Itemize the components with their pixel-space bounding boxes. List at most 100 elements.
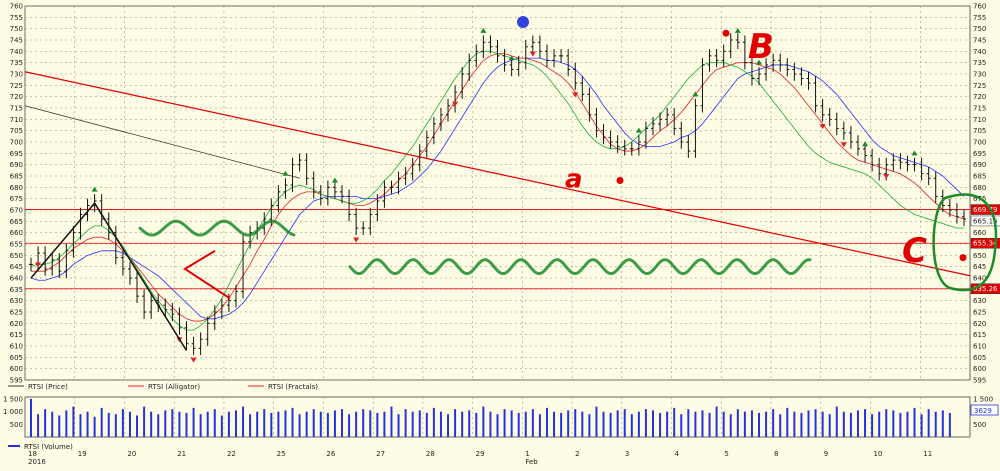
y-tick-label-right: 695: [973, 150, 986, 158]
y-tick-label-right: 705: [973, 127, 986, 135]
x-day-label: 4: [675, 450, 680, 458]
x-day-label: 19: [78, 450, 87, 458]
x-day-label: 5: [724, 450, 728, 458]
y-tick-label-left: 630: [10, 297, 23, 305]
price-panel: [24, 5, 971, 381]
x-day-label: 22: [227, 450, 236, 458]
fractal-up-marker: [734, 27, 741, 33]
fractal-down-marker: [883, 174, 890, 179]
x-day-label: 27: [376, 450, 385, 458]
volume-tick-label-left: 1 000: [3, 408, 23, 416]
trend-line-black: [24, 105, 301, 179]
fractal-up-marker: [282, 170, 289, 176]
y-tick-label-right: 735: [973, 59, 986, 67]
volume-tick-label-right: 500: [973, 421, 986, 429]
y-tick-label-left: 655: [10, 241, 23, 249]
y-tick-label-left: 625: [10, 309, 23, 317]
x-day-label: 10: [874, 450, 883, 458]
price-axis-label: 635.26: [973, 285, 998, 293]
annotation-dot-c: [959, 254, 967, 262]
y-tick-label-left: 750: [10, 25, 23, 33]
legend-entry: RTSI (Fractals): [268, 383, 318, 391]
price-axis-box: [970, 237, 1000, 249]
y-tick-label-right: 595: [973, 377, 986, 385]
price-axis-box: [970, 215, 1000, 227]
x-day-label: 21: [177, 450, 186, 458]
fractal-up-marker: [635, 127, 642, 133]
y-tick-label-left: 755: [10, 14, 23, 22]
fractal-up-marker: [756, 59, 763, 65]
price-axis-label: 665.16: [973, 217, 998, 225]
y-tick-label-right: 630: [973, 297, 986, 305]
y-tick-label-right: 715: [973, 105, 986, 113]
y-tick-label-left: 740: [10, 48, 23, 56]
y-tick-label-left: 700: [10, 139, 23, 147]
fractal-up-marker: [331, 177, 338, 183]
y-tick-label-left: 745: [10, 37, 23, 45]
fractal-down-marker: [840, 142, 847, 148]
y-tick-label-right: 645: [973, 263, 986, 271]
y-tick-label-left: 725: [10, 82, 23, 90]
y-tick-label-left: 730: [10, 71, 23, 79]
x-day-label: 18: [28, 450, 37, 458]
y-tick-label-left: 670: [10, 207, 23, 215]
x-day-label: 29: [476, 450, 485, 458]
red-zigzag-mark: [183, 249, 231, 300]
x-day-label: 11: [923, 450, 932, 458]
annotation-letter: a: [565, 164, 583, 194]
annotation-dot-a: [616, 177, 624, 185]
volume-legend-entry: RTSI (Volume): [24, 443, 73, 451]
y-tick-label-right: 760: [973, 3, 986, 11]
trend-line-red: [24, 71, 971, 277]
y-tick-label-left: 650: [10, 252, 23, 260]
fractal-up-marker: [480, 27, 487, 33]
green-circle-highlight: [932, 193, 998, 292]
annotation-letter: B: [748, 27, 774, 67]
y-tick-label-left: 610: [10, 343, 23, 351]
x-day-label: 28: [426, 450, 435, 458]
y-tick-label-right: 615: [973, 331, 986, 339]
fractal-down-marker: [572, 92, 579, 98]
volume-last-box: [970, 404, 999, 416]
y-tick-label-right: 720: [973, 93, 986, 101]
black-zigzag-line: [30, 201, 188, 351]
y-tick-label-left: 615: [10, 331, 23, 339]
x-day-label: 26: [326, 450, 335, 458]
y-tick-label-right: 685: [973, 173, 986, 181]
y-tick-label-right: 745: [973, 37, 986, 45]
y-tick-label-left: 760: [10, 3, 23, 11]
price-axis-label: 655.34: [973, 240, 998, 248]
fractal-up-marker: [692, 91, 699, 97]
y-tick-label-right: 690: [973, 161, 986, 169]
y-tick-label-left: 600: [10, 365, 23, 373]
y-tick-label-left: 675: [10, 195, 23, 203]
y-tick-label-right: 605: [973, 354, 986, 362]
y-tick-label-left: 690: [10, 161, 23, 169]
legend-entry: RTSI (Alligator): [148, 383, 200, 391]
fractal-down-marker: [529, 51, 536, 57]
y-tick-label-left: 620: [10, 320, 23, 328]
y-tick-label-right: 620: [973, 320, 986, 328]
y-tick-label-left: 705: [10, 127, 23, 135]
x-day-label: 20: [127, 450, 136, 458]
volume-tick-label-left: 500: [10, 421, 23, 429]
y-tick-label-left: 660: [10, 229, 23, 237]
y-tick-label-left: 665: [10, 218, 23, 226]
y-tick-label-left: 635: [10, 286, 23, 294]
y-tick-label-right: 750: [973, 25, 986, 33]
y-tick-label-left: 680: [10, 184, 23, 192]
fractal-down-marker: [819, 124, 826, 130]
y-tick-label-right: 600: [973, 365, 986, 373]
y-tick-label-left: 685: [10, 173, 23, 181]
y-tick-label-right: 610: [973, 343, 986, 351]
y-tick-label-left: 710: [10, 116, 23, 124]
x-day-label: 25: [277, 450, 286, 458]
x-day-label: 9: [824, 450, 828, 458]
y-tick-label-right: 640: [973, 275, 986, 283]
x-month-label: Feb: [525, 458, 538, 466]
y-tick-label-left: 735: [10, 59, 23, 67]
price-axis-label: 669.79: [973, 206, 998, 214]
y-tick-label-left: 715: [10, 105, 23, 113]
